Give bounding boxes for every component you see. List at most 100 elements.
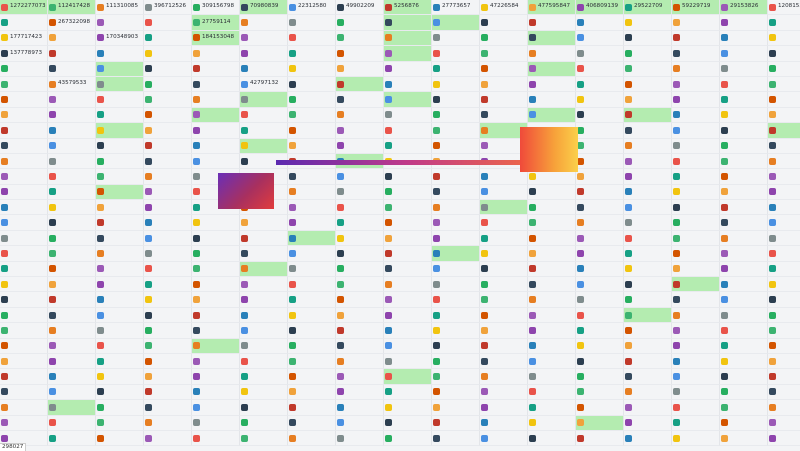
grid-cell[interactable]: [0, 292, 48, 308]
grid-cell[interactable]: [432, 384, 480, 401]
grid-cell[interactable]: [240, 307, 288, 324]
grid-cell[interactable]: [384, 184, 432, 201]
grid-cell[interactable]: [48, 369, 96, 385]
grid-cell[interactable]: [672, 215, 720, 231]
grid-cell[interactable]: [624, 200, 672, 216]
grid-cell[interactable]: [48, 277, 96, 293]
grid-cell[interactable]: [480, 277, 528, 293]
grid-cell[interactable]: [48, 230, 96, 247]
grid-cell[interactable]: [144, 46, 192, 62]
grid-cell[interactable]: [768, 416, 800, 431]
grid-cell[interactable]: [624, 30, 672, 47]
grid-cell[interactable]: [720, 215, 768, 231]
grid-cell[interactable]: 137778973: [0, 46, 48, 62]
grid-cell[interactable]: [576, 215, 624, 231]
grid-cell[interactable]: 267322098: [48, 15, 96, 31]
grid-cell[interactable]: [144, 61, 192, 77]
grid-cell[interactable]: [768, 169, 800, 185]
grid-cell[interactable]: [288, 323, 336, 339]
grid-cell[interactable]: 42797132: [240, 76, 288, 93]
grid-cell[interactable]: [384, 138, 432, 154]
grid-cell[interactable]: [96, 415, 144, 431]
grid-cell[interactable]: [720, 76, 768, 93]
grid-cell[interactable]: 184153048: [192, 30, 240, 47]
grid-cell[interactable]: [144, 323, 192, 339]
grid-cell[interactable]: [0, 353, 48, 370]
grid-cell[interactable]: [528, 292, 576, 308]
grid-cell[interactable]: [768, 46, 800, 62]
grid-cell[interactable]: [144, 307, 192, 324]
grid-cell[interactable]: [0, 107, 48, 124]
grid-cell[interactable]: [336, 138, 384, 154]
grid-cell[interactable]: [48, 153, 96, 170]
grid-cell[interactable]: [192, 107, 240, 124]
grid-cell[interactable]: [528, 46, 576, 62]
grid-cell[interactable]: [240, 353, 288, 370]
grid-cell[interactable]: [384, 46, 432, 62]
grid-cell[interactable]: [432, 246, 480, 262]
grid-cell[interactable]: [528, 415, 576, 431]
grid-cell[interactable]: [96, 261, 144, 278]
grid-cell[interactable]: [720, 430, 768, 447]
grid-cell[interactable]: [96, 353, 144, 370]
grid-cell[interactable]: [432, 92, 480, 108]
grid-cell[interactable]: [480, 184, 528, 201]
grid-cell[interactable]: [720, 138, 768, 154]
grid-cell[interactable]: [96, 169, 144, 185]
grid-cell[interactable]: [528, 92, 576, 108]
grid-cell[interactable]: [480, 76, 528, 93]
grid-cell[interactable]: [384, 353, 432, 370]
grid-cell[interactable]: [192, 61, 240, 77]
grid-cell[interactable]: [480, 30, 528, 47]
grid-cell[interactable]: [576, 15, 624, 31]
grid-cell[interactable]: [288, 369, 336, 385]
grid-cell[interactable]: [288, 307, 336, 324]
grid-cell[interactable]: [336, 107, 384, 124]
grid-cell[interactable]: [432, 261, 480, 278]
grid-cell[interactable]: [336, 384, 384, 401]
grid-cell[interactable]: [144, 369, 192, 385]
grid-cell[interactable]: [384, 92, 432, 108]
grid-cell[interactable]: [336, 369, 384, 385]
grid-cell[interactable]: [0, 61, 48, 77]
grid-cell[interactable]: [480, 400, 528, 416]
grid-cell[interactable]: [624, 92, 672, 108]
grid-cell[interactable]: [336, 415, 384, 431]
grid-cell[interactable]: [0, 153, 48, 170]
grid-cell[interactable]: [192, 323, 240, 339]
grid-cell[interactable]: [336, 338, 384, 354]
grid-cell[interactable]: [432, 230, 480, 247]
grid-cell[interactable]: [288, 107, 336, 124]
grid-cell[interactable]: [480, 107, 528, 124]
grid-cell[interactable]: [624, 153, 672, 170]
grid-cell[interactable]: 111310085: [96, 0, 144, 16]
grid-cell[interactable]: [672, 353, 720, 370]
grid-cell[interactable]: [672, 46, 720, 62]
grid-cell[interactable]: [624, 215, 672, 231]
grid-cell[interactable]: [288, 230, 336, 247]
grid-cell[interactable]: [576, 92, 624, 108]
grid-cell[interactable]: 170348903: [96, 30, 144, 47]
grid-cell[interactable]: [576, 169, 624, 185]
grid-cell[interactable]: [144, 230, 192, 247]
grid-cell[interactable]: [432, 400, 480, 416]
grid-cell[interactable]: [720, 169, 768, 185]
grid-cell[interactable]: [192, 384, 240, 401]
grid-cell[interactable]: [48, 353, 96, 370]
grid-cell[interactable]: [0, 230, 48, 247]
grid-cell[interactable]: [672, 92, 720, 108]
grid-cell[interactable]: [0, 184, 48, 201]
grid-cell[interactable]: [96, 230, 144, 247]
grid-cell[interactable]: [0, 123, 48, 139]
grid-cell[interactable]: [384, 261, 432, 278]
grid-cell[interactable]: [528, 169, 576, 185]
grid-cell[interactable]: 27759114: [192, 15, 240, 31]
grid-cell[interactable]: [240, 292, 288, 308]
grid-cell[interactable]: [720, 400, 768, 416]
grid-cell[interactable]: [720, 153, 768, 170]
grid-cell[interactable]: [672, 61, 720, 77]
grid-cell[interactable]: [144, 400, 192, 416]
grid-cell[interactable]: [432, 76, 480, 93]
grid-cell[interactable]: [192, 338, 240, 354]
grid-cell[interactable]: [768, 246, 800, 262]
